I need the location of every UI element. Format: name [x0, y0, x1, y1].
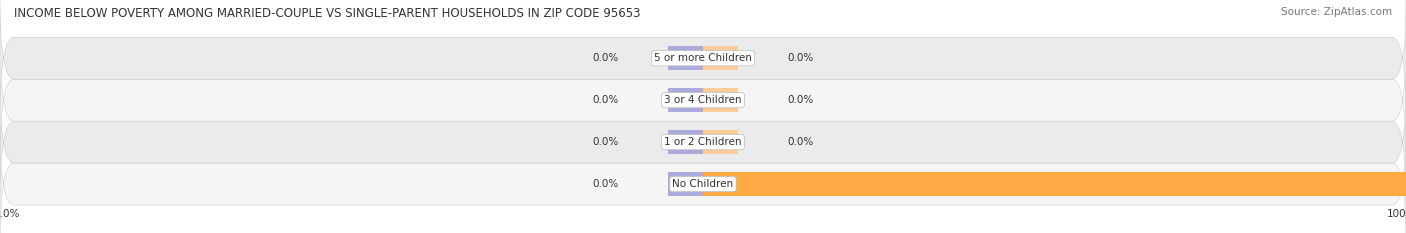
FancyBboxPatch shape	[0, 79, 1406, 205]
Text: INCOME BELOW POVERTY AMONG MARRIED-COUPLE VS SINGLE-PARENT HOUSEHOLDS IN ZIP COD: INCOME BELOW POVERTY AMONG MARRIED-COUPL…	[14, 7, 641, 20]
Text: 0.0%: 0.0%	[592, 95, 619, 105]
Text: 0.0%: 0.0%	[787, 53, 814, 63]
Text: 0.0%: 0.0%	[592, 179, 619, 189]
Text: 0.0%: 0.0%	[787, 137, 814, 147]
Bar	[703, 172, 1406, 196]
Text: 0.0%: 0.0%	[592, 137, 619, 147]
Text: 0.0%: 0.0%	[592, 53, 619, 63]
Bar	[668, 88, 703, 112]
Bar	[703, 46, 738, 70]
Bar	[668, 46, 703, 70]
Bar	[668, 172, 703, 196]
Text: Source: ZipAtlas.com: Source: ZipAtlas.com	[1281, 7, 1392, 17]
Text: 1 or 2 Children: 1 or 2 Children	[664, 137, 742, 147]
Text: 5 or more Children: 5 or more Children	[654, 53, 752, 63]
Text: 0.0%: 0.0%	[787, 95, 814, 105]
Bar	[668, 130, 703, 154]
FancyBboxPatch shape	[0, 0, 1406, 121]
FancyBboxPatch shape	[0, 37, 1406, 163]
Text: No Children: No Children	[672, 179, 734, 189]
Text: 3 or 4 Children: 3 or 4 Children	[664, 95, 742, 105]
Bar	[703, 88, 738, 112]
FancyBboxPatch shape	[0, 121, 1406, 233]
Bar	[703, 130, 738, 154]
